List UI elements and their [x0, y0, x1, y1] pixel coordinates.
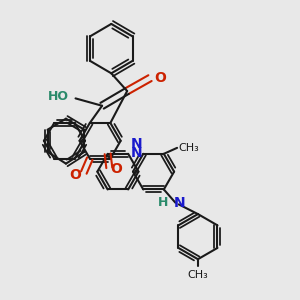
Text: CH₃: CH₃: [179, 143, 200, 153]
Text: HO: HO: [48, 90, 69, 103]
Text: N: N: [131, 136, 142, 151]
Text: H: H: [158, 196, 168, 209]
Text: CH₃: CH₃: [188, 271, 208, 281]
Text: O: O: [154, 71, 166, 85]
Text: O: O: [110, 162, 122, 176]
Text: N: N: [174, 196, 185, 210]
Text: O: O: [69, 168, 81, 182]
Text: N: N: [131, 146, 142, 160]
